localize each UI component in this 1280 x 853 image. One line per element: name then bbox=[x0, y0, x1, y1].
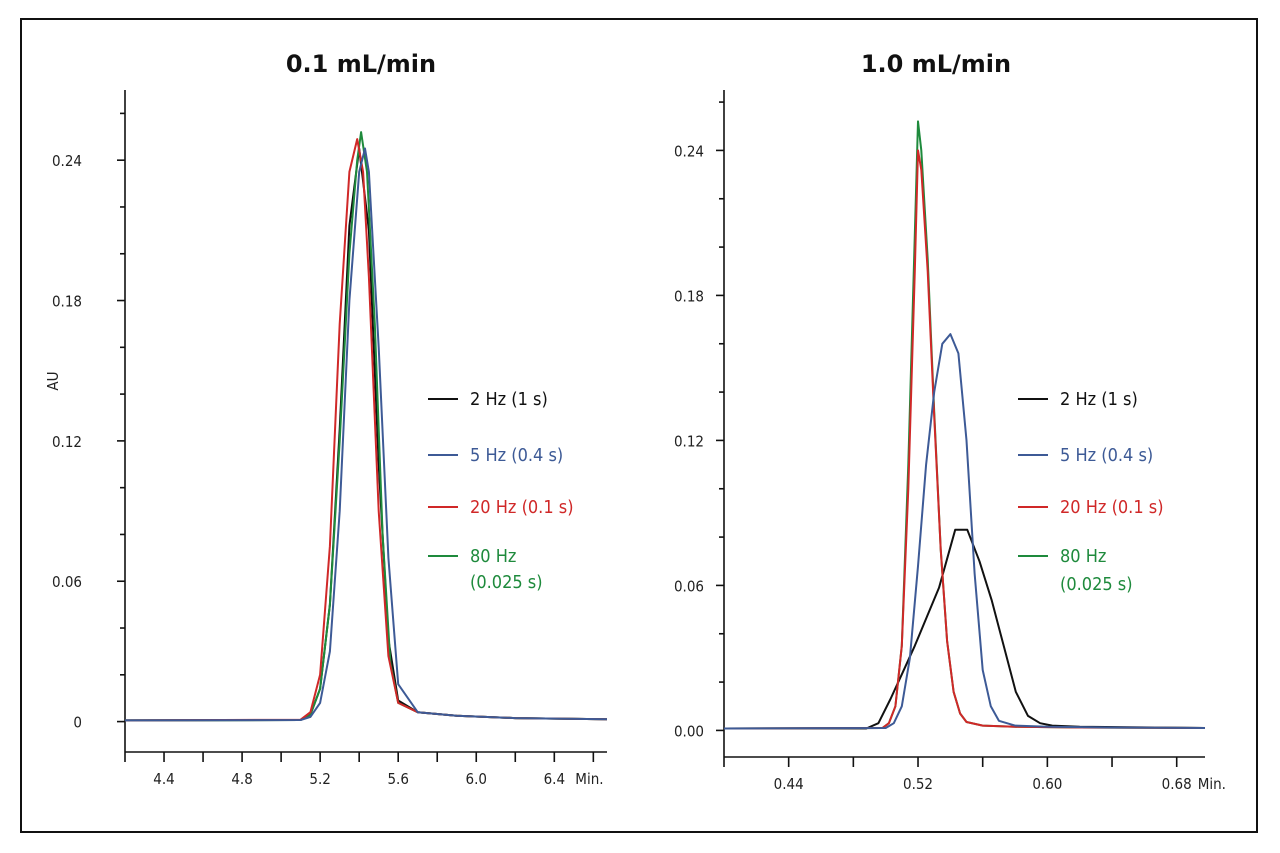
x-unit-label: Min. bbox=[575, 770, 603, 788]
legend-label: 80 Hz bbox=[1060, 546, 1106, 567]
y-tick-label: 0.06 bbox=[52, 573, 82, 591]
legend-label: 2 Hz (1 s) bbox=[1060, 389, 1138, 410]
legend-label: 20 Hz (0.1 s) bbox=[470, 497, 574, 518]
legend-label: (0.025 s) bbox=[1060, 574, 1133, 595]
chart-title: 0.1 mL/min bbox=[286, 50, 436, 78]
x-tick-label: 0.60 bbox=[1032, 775, 1062, 793]
y-tick-label: 0.24 bbox=[52, 152, 82, 170]
series-line-5-hz-0-4-s- bbox=[723, 333, 1206, 730]
legend-label: 80 Hz bbox=[470, 546, 516, 567]
y-tick-label: 0.12 bbox=[674, 432, 704, 450]
legend-label: 5 Hz (0.4 s) bbox=[470, 445, 563, 466]
x-tick-label: 5.2 bbox=[309, 770, 330, 788]
x-tick-label: 0.44 bbox=[774, 775, 804, 793]
legend-label: 5 Hz (0.4 s) bbox=[1060, 445, 1153, 466]
panel-right: 1.0 mL/min 0.00 0.06 0.12 0.18 0.24 0.44 0.52 0.… bbox=[674, 50, 1226, 793]
y-tick-label: 0.24 bbox=[674, 142, 704, 160]
x-unit-label: Min. bbox=[1198, 775, 1226, 793]
x-tick-label: 6.0 bbox=[466, 770, 487, 788]
y-tick-label: 0.12 bbox=[52, 433, 82, 451]
legend-label: (0.025 s) bbox=[470, 572, 543, 593]
y-tick-label: 0 bbox=[73, 714, 82, 732]
figure-frame bbox=[20, 18, 1258, 833]
y-tick-label: 0.18 bbox=[674, 287, 704, 305]
y-axis-label: AU bbox=[44, 371, 62, 390]
series-line-5-hz-0-4-s- bbox=[124, 147, 608, 722]
legend-label: 2 Hz (1 s) bbox=[470, 389, 548, 410]
series-line-2-hz-1-s- bbox=[724, 528, 1206, 730]
chart-title: 1.0 mL/min bbox=[861, 50, 1011, 78]
y-tick-label: 0.00 bbox=[674, 722, 704, 740]
x-tick-label: 4.4 bbox=[153, 770, 174, 788]
x-tick-label: 4.8 bbox=[231, 770, 252, 788]
x-tick-label: 6.4 bbox=[544, 770, 565, 788]
series-line-20-hz-0-1-s- bbox=[723, 149, 1206, 730]
legend-label: 20 Hz (0.1 s) bbox=[1060, 497, 1164, 518]
y-tick-label: 0.18 bbox=[52, 293, 82, 311]
series-line-20-hz-0-1-s- bbox=[124, 138, 608, 722]
x-tick-label: 5.6 bbox=[387, 770, 408, 788]
y-tick-label: 0.06 bbox=[674, 577, 704, 595]
x-tick-label: 0.52 bbox=[903, 775, 933, 793]
panel-left: 0.1 mL/min AU 0 0.06 0.12 0.18 0.24 4.4 4.8 5.2 5.… bbox=[44, 50, 608, 788]
x-tick-label: 0.68 bbox=[1162, 775, 1192, 793]
